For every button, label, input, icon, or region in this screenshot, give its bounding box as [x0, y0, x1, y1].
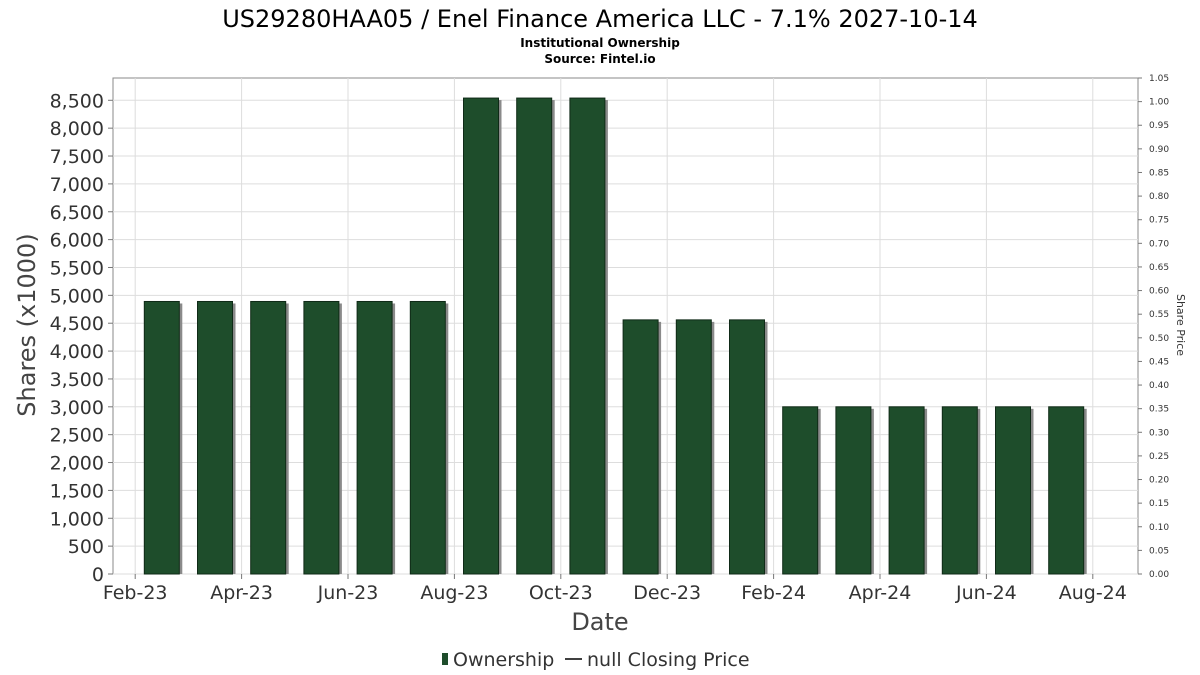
- y-tick-label: 7,000: [50, 174, 104, 196]
- y-axis-ticks: 0 500 1,000 1,500 2,000 2,500 3,000 3,500 4,000 4…: [50, 90, 113, 586]
- bars: [143, 97, 1087, 575]
- legend: Ownership null Closing Price: [442, 649, 750, 671]
- x-tick-label: Jun-23: [317, 582, 379, 604]
- y-tick-label: 3,500: [50, 369, 104, 391]
- x-tick-label: Apr-23: [210, 582, 273, 604]
- y-tick-label: 2,500: [50, 425, 104, 447]
- y2-tick-label: 0.85: [1149, 168, 1169, 178]
- y-tick-label: 2,000: [50, 453, 104, 475]
- y-tick-label: 5,500: [50, 257, 104, 279]
- y2-tick-label: 1.05: [1149, 74, 1169, 84]
- x-tick-label: Dec-23: [633, 582, 701, 604]
- legend-ownership-swatch: [442, 653, 448, 665]
- y2-tick-label: 0.55: [1149, 310, 1169, 320]
- y2-tick-label: 0.75: [1149, 216, 1169, 226]
- y-tick-label: 4,000: [50, 341, 104, 363]
- y2-tick-label: 0.05: [1149, 546, 1169, 556]
- y2-tick-label: 0.10: [1149, 523, 1169, 533]
- y2-tick-label: 1.00: [1149, 98, 1169, 108]
- x-tick-label: Jun-24: [955, 582, 1017, 604]
- x-tick-label: Aug-24: [1059, 582, 1127, 604]
- bar-ownership: [675, 319, 712, 575]
- x-tick-label: Feb-24: [741, 582, 806, 604]
- bar-ownership: [516, 97, 553, 575]
- bar-ownership: [729, 319, 765, 575]
- x-tick-label: Aug-23: [420, 582, 488, 604]
- y2-tick-label: 0.90: [1149, 145, 1169, 155]
- y2-tick-label: 0.50: [1149, 334, 1169, 344]
- y2-tick-label: 0.70: [1149, 239, 1169, 249]
- y-tick-label: 3,000: [50, 397, 104, 419]
- bar-ownership: [995, 406, 1031, 575]
- bar-ownership: [941, 406, 978, 575]
- y2-axis-title: Share Price: [1174, 294, 1187, 356]
- legend-ownership-label: Ownership: [453, 649, 554, 671]
- bar-ownership: [782, 406, 819, 575]
- bar-ownership: [250, 300, 287, 575]
- y2-tick-label: 0.40: [1149, 381, 1169, 391]
- bar-ownership: [835, 406, 872, 575]
- y-tick-label: 6,500: [50, 202, 104, 224]
- y-tick-label: 0: [92, 564, 104, 586]
- x-axis-title: Date: [571, 608, 628, 636]
- y-axis-title: Shares (x1000): [13, 233, 41, 416]
- legend-price-label: null Closing Price: [587, 649, 750, 671]
- x-tick-label: Oct-23: [529, 582, 593, 604]
- bar-ownership: [303, 300, 340, 575]
- y-tick-label: 6,000: [50, 230, 104, 252]
- y2-tick-label: 0.95: [1149, 121, 1169, 131]
- y-tick-label: 5,000: [50, 285, 104, 307]
- bar-ownership: [569, 97, 606, 575]
- y-tick-label: 4,500: [50, 313, 104, 335]
- y2-tick-label: 0.15: [1149, 499, 1169, 509]
- y2-tick-label: 0.45: [1149, 357, 1169, 367]
- y2-tick-label: 0.20: [1149, 476, 1169, 486]
- x-tick-label: Apr-24: [849, 582, 912, 604]
- y-tick-label: 8,000: [50, 118, 104, 140]
- bar-ownership: [1048, 406, 1085, 575]
- chart-title: US29280HAA05 / Enel Finance America LLC …: [222, 5, 978, 33]
- y-tick-label: 1,000: [50, 508, 104, 530]
- y2-tick-label: 0.60: [1149, 287, 1169, 297]
- y2-axis-ticks: 0.00 0.05 0.10 0.15 0.20 0.25 0.30 0.35 0.40 0.45…: [1138, 74, 1169, 580]
- y2-tick-label: 0.35: [1149, 405, 1169, 415]
- x-tick-label: Feb-23: [103, 582, 168, 604]
- bar-ownership: [463, 97, 499, 575]
- y2-tick-label: 0.00: [1149, 570, 1169, 580]
- bar-ownership: [888, 406, 925, 575]
- chart-subtitle: Institutional Ownership: [520, 36, 680, 50]
- y2-tick-label: 0.30: [1149, 428, 1169, 438]
- y-tick-label: 1,500: [50, 480, 104, 502]
- chart-source: Source: Fintel.io: [544, 52, 655, 66]
- y-tick-label: 500: [68, 536, 104, 558]
- y2-tick-label: 0.80: [1149, 192, 1169, 202]
- y-tick-label: 8,500: [50, 90, 104, 112]
- bar-ownership: [409, 300, 446, 575]
- y-tick-label: 7,500: [50, 146, 104, 168]
- y2-tick-label: 0.65: [1149, 263, 1169, 273]
- bar-ownership: [143, 300, 180, 575]
- bar-ownership: [356, 300, 393, 575]
- bar-ownership: [622, 319, 659, 575]
- y2-tick-label: 0.25: [1149, 452, 1169, 462]
- bar-ownership: [197, 300, 233, 575]
- x-axis-ticks: Feb-23 Apr-23 Jun-23 Aug-23 Oct-23 Dec-23 Feb-…: [103, 574, 1127, 604]
